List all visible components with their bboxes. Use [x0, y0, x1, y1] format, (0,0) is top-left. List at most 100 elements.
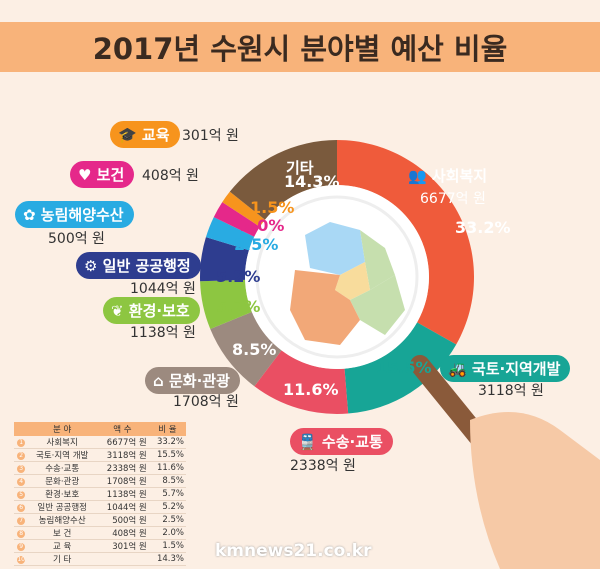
- label-other: 기타: [286, 159, 314, 177]
- col-header: 분 야: [28, 422, 96, 436]
- label-land: 🚜 국토·지역개발: [440, 355, 571, 382]
- cell-name: 교 육: [28, 539, 96, 553]
- label-agriculture: ✿ 농림해양수산: [15, 201, 134, 228]
- row-number: 8: [17, 530, 26, 538]
- row-number: 1: [17, 439, 26, 447]
- label-text: 보건: [96, 166, 125, 184]
- amount-culture: 1708억 원: [173, 394, 239, 410]
- cell-amount: 6677억 원: [95, 436, 149, 449]
- magnifier-handle: [410, 355, 600, 569]
- cell-name: 기 타: [28, 552, 96, 566]
- table-row: 5 환경·보호 1138억 원 5.7%: [14, 487, 186, 501]
- slice-2: [344, 322, 457, 414]
- slice-4: [210, 311, 282, 387]
- row-number: 2: [17, 452, 26, 460]
- cell-name: 문화·관광: [28, 474, 96, 488]
- cell-pct: 1.5%: [148, 539, 186, 553]
- amount-land: 3118억 원: [478, 383, 544, 399]
- label-text: 환경·보호: [128, 302, 190, 320]
- slice-7: [205, 217, 255, 251]
- label-health: ♥ 보건: [70, 161, 135, 188]
- title-banner: [0, 22, 600, 72]
- cell-name: 국토·지역 개발: [28, 448, 96, 462]
- row-number: 3: [17, 465, 26, 473]
- cell-name: 일반 공공행정: [28, 500, 96, 514]
- cell-amount: 1044억 원: [95, 500, 149, 514]
- amount-education: 301억 원: [182, 128, 239, 144]
- slice-3: [254, 350, 349, 414]
- cell-pct: 2.5%: [148, 513, 186, 527]
- row-number: 7: [17, 517, 26, 525]
- cell-pct: 8.5%: [148, 474, 186, 488]
- cell-name: 환경·보호: [28, 487, 96, 501]
- cell-amount: 1708억 원: [95, 474, 149, 488]
- cell-amount: 500억 원: [95, 513, 149, 527]
- col-header: 비 율: [148, 422, 186, 436]
- label-text: 사회복지: [431, 167, 488, 185]
- pct-health: 2.0%: [240, 216, 285, 235]
- table-row: 6 일반 공공행정 1044억 원 5.2%: [14, 500, 186, 514]
- label-text: 농림해양수산: [40, 206, 124, 224]
- amount-transport: 2338억 원: [290, 458, 356, 474]
- pct-environment: 5.7%: [216, 297, 261, 316]
- label-text: 국토·지역개발: [471, 360, 561, 378]
- label-transport: 🚆 수송·교통: [290, 428, 393, 455]
- slice-6: [199, 237, 249, 282]
- row-number: 10: [17, 556, 26, 564]
- pct-welfare: 33.2%: [455, 218, 511, 237]
- cell-pct: 33.2%: [148, 436, 186, 449]
- table-row: 10 기 타 14.3%: [14, 552, 186, 566]
- row-number: 5: [17, 491, 26, 499]
- cell-pct: 5.7%: [148, 487, 186, 501]
- slice-8: [213, 202, 260, 237]
- label-administration: ⚙ 일반 공공행정: [76, 252, 201, 279]
- watermark: kmnews21.co.kr: [215, 541, 372, 561]
- pct-other: 14.3%: [284, 172, 340, 191]
- label-text: 일반 공공행정: [102, 257, 191, 275]
- pct-education: 1.5%: [250, 198, 295, 217]
- amount-administration: 1044억 원: [130, 281, 196, 297]
- row-number: 6: [17, 504, 26, 512]
- cell-amount: 3118억 원: [95, 448, 149, 462]
- amount-health: 408억 원: [142, 168, 199, 184]
- pct-agriculture: 2.5%: [234, 235, 279, 254]
- label-text: 교육: [141, 126, 170, 144]
- cell-amount: 1138억 원: [95, 487, 149, 501]
- cell-amount: 2338억 원: [95, 461, 149, 475]
- amount-environment: 1138억 원: [130, 325, 196, 341]
- cell-name: 보 건: [28, 526, 96, 540]
- cell-amount: 408억 원: [95, 526, 149, 540]
- pct-culture: 8.5%: [232, 340, 277, 359]
- label-education: 🎓 교육: [110, 121, 180, 148]
- cell-name: 사회복지: [28, 436, 96, 449]
- slice-9: [222, 191, 266, 227]
- cell-amount: 301억 원: [95, 539, 149, 553]
- slice-5: [200, 279, 252, 330]
- col-header: 액 수: [95, 422, 149, 436]
- slice-1: [337, 140, 474, 345]
- table-row: 7 농림해양수산 500억 원 2.5%: [14, 513, 186, 527]
- cell-pct: 14.3%: [148, 552, 186, 566]
- table-row: 2 국토·지역 개발 3118억 원 15.5%: [14, 448, 186, 462]
- cell-pct: 2.0%: [148, 526, 186, 540]
- cell-name: 수송·교통: [28, 461, 96, 475]
- pct-transport: 11.6%: [283, 380, 339, 399]
- table-row: 3 수송·교통 2338억 원 11.6%: [14, 461, 186, 475]
- suwon-map: [290, 222, 405, 345]
- cell-pct: 11.6%: [148, 461, 186, 475]
- label-text: 문화·관광: [168, 372, 230, 390]
- cell-pct: 5.2%: [148, 500, 186, 514]
- slice-10: [229, 140, 337, 220]
- pct-administration: 5.2%: [216, 267, 261, 286]
- cell-amount: [95, 552, 149, 566]
- page-title: 2017년 수원시 분야별 예산 비율: [92, 32, 508, 66]
- label-environment: ❦ 환경·보호: [103, 297, 200, 324]
- pct-land: 15.5%: [376, 358, 432, 377]
- label-welfare: 👥 사회복지: [408, 167, 488, 185]
- row-number: 9: [17, 543, 26, 551]
- label-culture: ⌂ 문화·관광: [145, 367, 240, 394]
